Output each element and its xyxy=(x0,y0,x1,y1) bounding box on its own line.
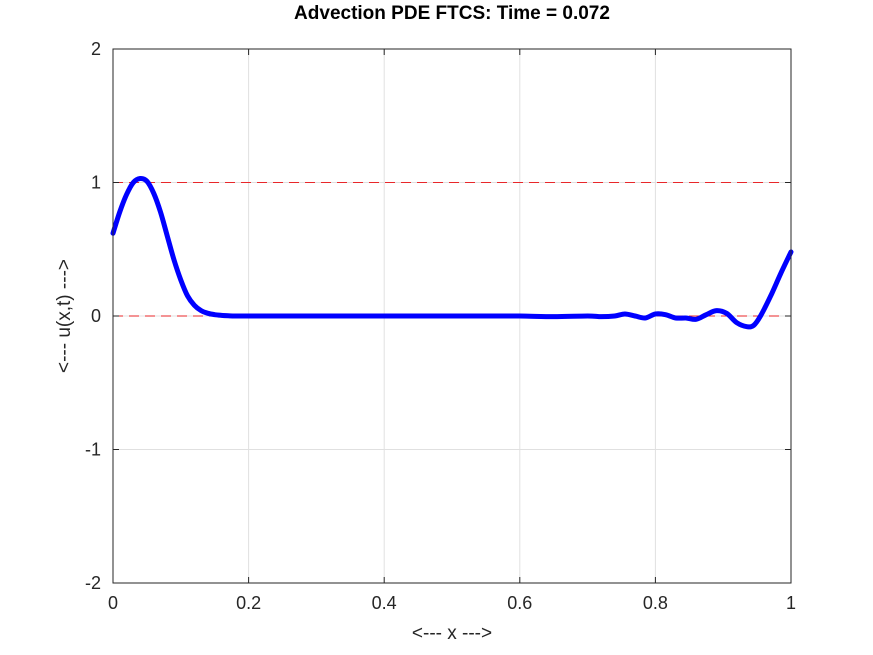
x-tick-label: 0.6 xyxy=(507,593,532,613)
y-tick-label: -2 xyxy=(85,573,101,593)
series-line xyxy=(110,175,794,330)
y-tick-label: 1 xyxy=(91,173,101,193)
chart-title: Advection PDE FTCS: Time = 0.072 xyxy=(294,3,610,24)
tick-marks xyxy=(112,48,792,584)
x-tick-labels: 0 0.2 0.4 0.6 0.8 1 xyxy=(108,593,796,613)
y-tick-label: -1 xyxy=(85,440,101,460)
x-tick-label: 0.4 xyxy=(372,593,397,613)
x-tick-label: 1 xyxy=(786,593,796,613)
series-layer xyxy=(110,175,794,330)
x-tick-label: 0.2 xyxy=(236,593,261,613)
x-tick-label: 0.8 xyxy=(643,593,668,613)
y-tick-label: 2 xyxy=(91,39,101,59)
x-axis-label: <--- x ---> xyxy=(412,623,492,644)
y-axis-label: <--- u(x,t) ---> xyxy=(54,259,75,373)
y-tick-labels: -2 -1 0 1 2 xyxy=(85,39,101,593)
y-tick-label: 0 xyxy=(91,306,101,326)
x-tick-label: 0 xyxy=(108,593,118,613)
